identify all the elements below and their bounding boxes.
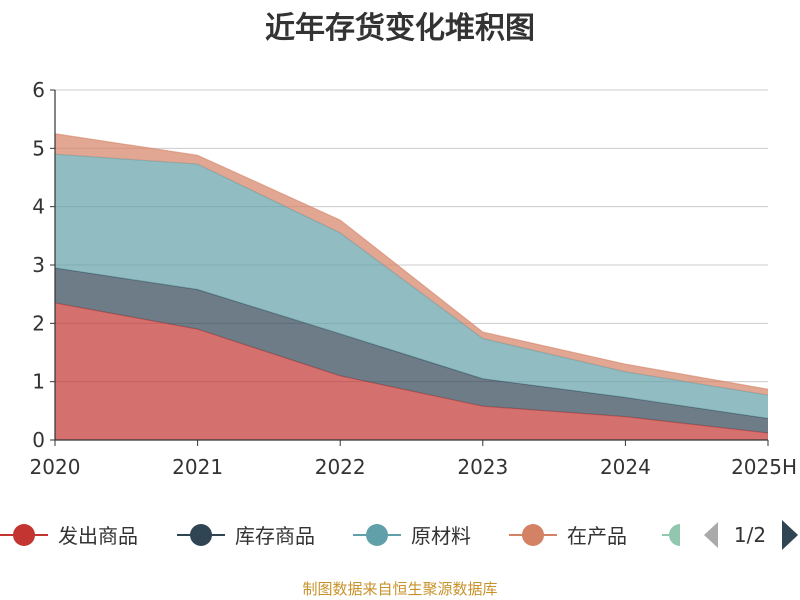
y-tick-label: 0: [32, 428, 45, 452]
pager-prev-icon[interactable]: [704, 522, 718, 548]
legend-item[interactable]: 在产品: [509, 524, 627, 548]
x-tick-label: 2024: [600, 455, 651, 479]
legend-label: 发出商品: [58, 524, 138, 548]
pager-next-icon[interactable]: [782, 520, 798, 550]
y-tick-label: 4: [32, 195, 45, 219]
legend-item[interactable]: 库存商品: [177, 524, 315, 548]
area-line-4: [54, 133, 769, 390]
legend-item[interactable]: 发出商品: [0, 524, 138, 548]
legend-marker: [669, 524, 680, 546]
legend-item-partial[interactable]: [662, 524, 680, 546]
area-series: [54, 133, 769, 440]
chart-title: 近年存货变化堆积图: [265, 11, 535, 46]
data-source-note: 制图数据来自恒生聚源数据库: [302, 580, 497, 598]
legend-item[interactable]: 原材料: [353, 524, 471, 548]
area-2: [55, 267, 768, 433]
legend-marker: [522, 524, 544, 546]
x-tick-label: 2021: [172, 455, 223, 479]
legend-label: 库存商品: [235, 524, 315, 548]
y-tick-label: 5: [32, 136, 45, 160]
y-tick-label: 1: [32, 370, 45, 394]
legend-marker: [190, 524, 212, 546]
x-tick-label: 2025H: [731, 455, 797, 479]
area-1: [55, 302, 768, 440]
legend-label: 原材料: [411, 524, 471, 548]
axes: 0 1 2 3 4 5 6 2020 2021 2022 2023 2024 2025H: [30, 78, 797, 479]
legend-label: 在产品: [567, 524, 627, 548]
y-tick-label: 2: [32, 311, 45, 335]
pager-label: 1/2: [734, 523, 766, 547]
y-tick-label: 6: [32, 78, 45, 102]
legend-marker: [366, 524, 388, 546]
legend: 发出商品 库存商品 原材料 在产品: [0, 524, 680, 548]
x-tick-label: 2023: [457, 455, 508, 479]
x-tick-label: 2020: [30, 455, 81, 479]
x-tick-label: 2022: [315, 455, 366, 479]
y-tick-label: 3: [32, 253, 45, 277]
legend-marker: [13, 524, 35, 546]
legend-pager: 1/2: [704, 520, 798, 550]
